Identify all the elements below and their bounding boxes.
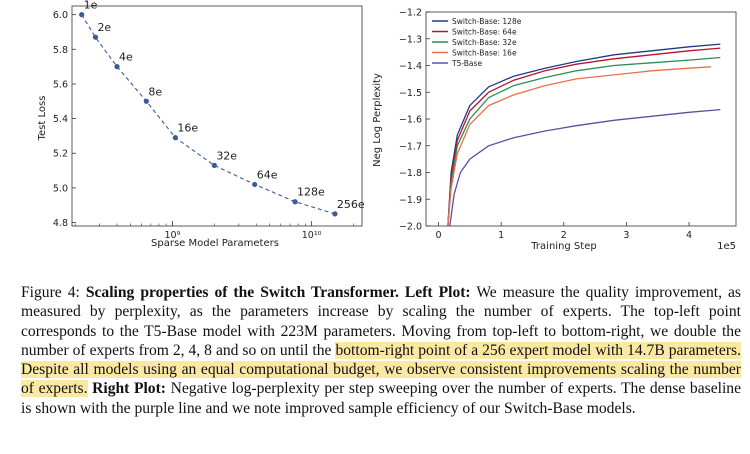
left-loss-curve bbox=[81, 14, 336, 215]
right-y-ticks: −2.0 −1.9 −1.8 −1.7 −1.6 −1.5 −1.4 −1.3 −1.2 bbox=[399, 8, 430, 233]
right-series-lines bbox=[447, 43, 721, 227]
right-x-tick-label: 4 bbox=[686, 230, 692, 241]
left-data-point bbox=[79, 12, 85, 18]
series-line bbox=[449, 108, 721, 227]
left-point-label: 256e bbox=[337, 198, 365, 211]
caption-right-label: Right Plot: bbox=[92, 380, 166, 398]
right-x-ticks: 0 1 2 3 4 bbox=[436, 222, 692, 241]
left-point-label: 64e bbox=[257, 168, 278, 181]
right-y-tick-label: −1.6 bbox=[399, 115, 422, 126]
left-data-point bbox=[172, 135, 178, 141]
caption-left-label: Left Plot: bbox=[404, 284, 471, 301]
right-y-tick-label: −1.7 bbox=[399, 141, 422, 152]
left-data-point bbox=[332, 211, 338, 217]
right-x-offset-label: 1e5 bbox=[717, 241, 736, 252]
legend-label: Switch-Base: 64e bbox=[452, 28, 517, 37]
left-data-point bbox=[252, 181, 258, 188]
left-data-point bbox=[292, 199, 298, 205]
series-line bbox=[447, 43, 721, 227]
left-data-point bbox=[211, 162, 217, 168]
right-y-tick-label: −1.3 bbox=[399, 34, 422, 45]
left-point-label: 4e bbox=[119, 51, 133, 64]
caption-text-1: We measure the quality improvement, as m… bbox=[21, 284, 741, 359]
left-data-point bbox=[143, 98, 149, 104]
left-y-tick-label: 5.4 bbox=[53, 114, 68, 125]
right-y-tick-label: −1.4 bbox=[399, 61, 422, 72]
left-x-tick-label: 10⁹ bbox=[164, 230, 180, 241]
right-y-axis-label: Neg Log Perplexity bbox=[372, 73, 383, 167]
left-y-tick-label: 5.0 bbox=[53, 183, 68, 194]
caption-text-2: Negative log-perplexity per step sweepin… bbox=[21, 380, 742, 417]
left-point-label: 16e bbox=[177, 122, 198, 135]
left-x-tick-label: 10¹⁰ bbox=[302, 230, 322, 241]
figure-caption: Figure 4: Scaling properties of the Swit… bbox=[21, 283, 742, 418]
left-y-ticks: 4.8 5.0 5.2 5.4 5.6 5.8 6.0 bbox=[53, 10, 76, 229]
left-plot-frame bbox=[71, 5, 363, 227]
left-y-axis-label: Test Loss bbox=[37, 96, 48, 142]
left-y-tick-label: 6.0 bbox=[53, 10, 68, 21]
left-point-label: 2e bbox=[97, 21, 111, 34]
right-y-tick-label: −1.2 bbox=[399, 8, 422, 19]
right-y-tick-label: −1.8 bbox=[399, 168, 422, 179]
left-point-label: 8e bbox=[148, 85, 162, 98]
left-data-point bbox=[92, 34, 99, 40]
left-data-point bbox=[114, 64, 120, 70]
right-plot: −2.0 −1.9 −1.8 −1.7 −1.6 −1.5 −1.4 −1.3 −1.2 0 1 2… bbox=[372, 8, 737, 252]
series-line bbox=[447, 66, 711, 227]
right-y-tick-label: −2.0 bbox=[399, 222, 422, 233]
left-x-axis-label: Sparse Model Parameters bbox=[151, 238, 279, 249]
legend-label: T5-Base bbox=[451, 59, 482, 68]
left-point-label: 32e bbox=[216, 149, 237, 162]
left-y-tick-label: 5.6 bbox=[53, 79, 68, 90]
right-y-tick-label: −1.9 bbox=[399, 195, 422, 206]
right-x-tick-label: 3 bbox=[623, 230, 629, 241]
series-line bbox=[447, 47, 721, 227]
legend-label: Switch-Base: 128e bbox=[452, 17, 522, 26]
left-point-label: 128e bbox=[297, 186, 325, 199]
left-point-label: 1e bbox=[84, 0, 98, 12]
legend-label: Switch-Base: 32e bbox=[452, 38, 517, 47]
legend-label: Switch-Base: 16e bbox=[452, 49, 517, 58]
caption-figure-label: Figure 4: bbox=[21, 284, 80, 301]
right-x-axis-label: Training Step bbox=[530, 241, 596, 252]
right-x-tick-label: 1 bbox=[498, 230, 504, 241]
left-y-tick-label: 4.8 bbox=[53, 218, 68, 229]
left-x-ticks: 10⁹ 10¹⁰ bbox=[74, 221, 354, 241]
right-x-tick-label: 0 bbox=[436, 230, 442, 241]
left-y-tick-label: 5.8 bbox=[53, 45, 68, 56]
series-line bbox=[447, 56, 721, 227]
right-x-tick-label: 2 bbox=[561, 230, 567, 241]
left-data-points: 1e 2e 4e 8e 16e 32e 64e 128e 256e bbox=[79, 0, 365, 217]
left-plot: 4.8 5.0 5.2 5.4 5.6 5.8 6.0 10⁹ 10¹⁰ 1e 2e 4e 8e 16… bbox=[37, 0, 365, 249]
caption-title: Scaling properties of the Switch Transfo… bbox=[85, 284, 399, 301]
right-y-tick-label: −1.5 bbox=[399, 88, 422, 99]
left-y-tick-label: 5.2 bbox=[53, 149, 68, 160]
